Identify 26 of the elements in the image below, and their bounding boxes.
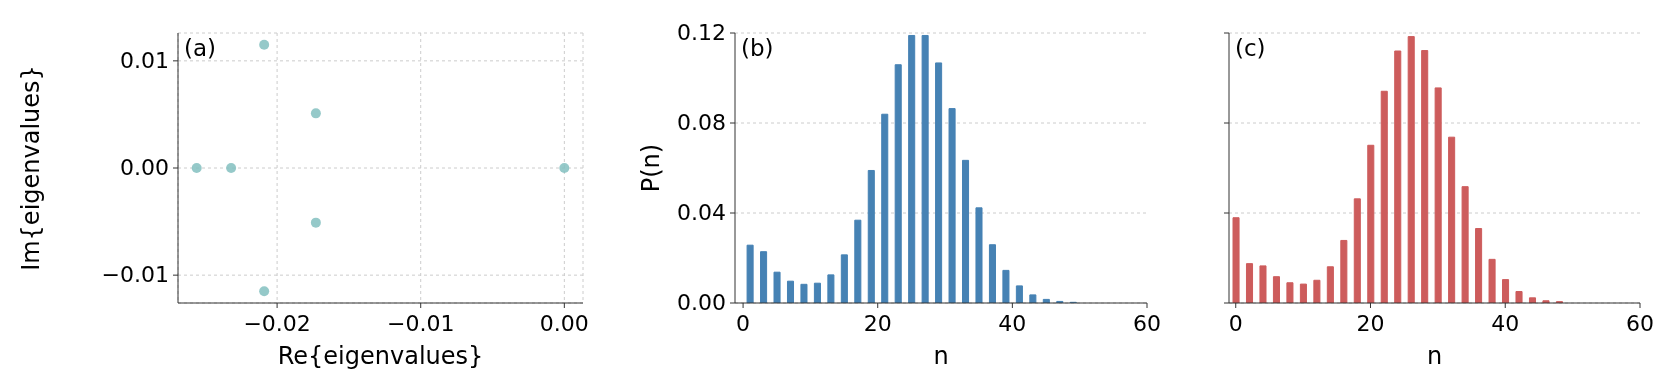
y-axis-title: Im{eigenvalues}: [17, 65, 45, 271]
y-axis-title: P(n): [637, 143, 665, 193]
x-axis-title: n: [1426, 342, 1443, 370]
x-tick-label: 0.00: [539, 311, 589, 337]
x-tick-label: 60: [1133, 311, 1161, 337]
y-tick-label: 0.08: [677, 110, 726, 136]
x-tick-label: 60: [1626, 311, 1654, 337]
x-tick-label: 40: [1491, 311, 1520, 337]
annotation: (b): [741, 35, 774, 61]
x-axis-title: n: [933, 342, 949, 370]
y-tick-label: 0.12: [677, 20, 726, 46]
y-tick-label: 0.00: [677, 290, 726, 316]
x-axis-title: Re{eigenvalues}: [277, 342, 484, 370]
y-tick-label: −0.01: [101, 262, 169, 289]
x-tick-label: 0: [1228, 311, 1243, 337]
y-tick-label: 0.04: [677, 200, 726, 226]
annotation: (c): [1235, 35, 1266, 61]
y-tick-label: 0.00: [120, 155, 169, 181]
x-tick-label: 20: [863, 311, 892, 337]
x-tick-label: −0.02: [243, 311, 311, 337]
x-tick-label: 0: [736, 311, 751, 337]
x-tick-label: 40: [998, 311, 1027, 337]
y-tick-label: 0.01: [120, 47, 169, 74]
annotation: (a): [184, 35, 217, 61]
x-tick-label: 20: [1356, 311, 1385, 337]
x-tick-label: −0.01: [386, 311, 455, 337]
